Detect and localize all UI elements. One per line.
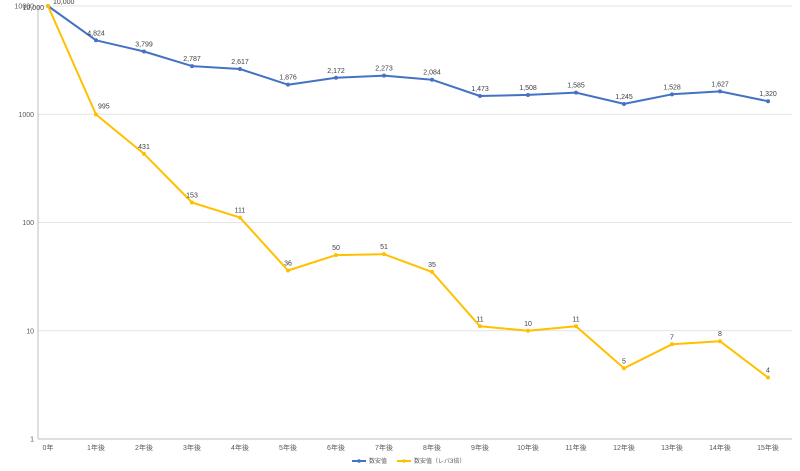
- y-tick-label: 10000: [15, 4, 35, 11]
- data-point: [46, 4, 50, 8]
- x-tick-label: 14年後: [709, 443, 731, 452]
- y-tick-label: 100: [22, 220, 34, 227]
- data-label: 11: [476, 316, 483, 323]
- x-tick-label: 4年後: [231, 443, 249, 452]
- data-point: [622, 101, 626, 106]
- data-point: [718, 89, 722, 94]
- data-point: [382, 73, 386, 78]
- data-point: [286, 82, 290, 87]
- data-label: 4: [766, 367, 770, 374]
- data-label: 1,585: [567, 83, 585, 90]
- data-point: [94, 112, 98, 117]
- data-label: 10,000: [53, 0, 75, 6]
- x-tick-label: 1年後: [87, 443, 105, 452]
- series-lines: [46, 4, 770, 380]
- x-tick-label: 15年後: [757, 443, 779, 452]
- data-point: [142, 49, 146, 54]
- data-point: [190, 200, 194, 205]
- data-label: 1,627: [711, 81, 729, 88]
- data-label: 153: [186, 193, 198, 200]
- data-point: [334, 253, 338, 258]
- data-point: [766, 99, 770, 104]
- data-label: 1,473: [471, 86, 489, 93]
- data-point: [238, 215, 242, 220]
- legend-label-1: 数安值: [369, 457, 387, 465]
- data-point: [238, 67, 242, 72]
- legend-marker: [357, 459, 361, 463]
- data-label: 10: [524, 321, 532, 328]
- data-label: 1,320: [759, 91, 777, 98]
- data-point: [94, 38, 98, 43]
- data-point: [478, 324, 482, 329]
- legend-marker: [402, 459, 406, 463]
- data-label: 5: [622, 358, 626, 365]
- x-tick-label: 10年後: [517, 443, 539, 452]
- data-point: [382, 252, 386, 257]
- data-label: 1,245: [615, 94, 633, 101]
- data-point: [334, 75, 338, 80]
- x-tick-label: 0年: [43, 443, 54, 452]
- data-label: 35: [428, 262, 436, 269]
- x-tick-label: 7年後: [375, 443, 393, 452]
- x-tick-label: 13年後: [661, 443, 683, 452]
- y-tick-label: 1000: [18, 112, 34, 119]
- data-labels: 10,000 4,824 3,799 2,787 2,617 1,876 2,172 2,27…: [23, 0, 777, 374]
- data-label: 8: [718, 331, 722, 338]
- data-label: 111: [235, 208, 246, 215]
- data-point: [766, 375, 770, 380]
- data-point: [574, 324, 578, 329]
- data-label: 431: [138, 144, 150, 151]
- data-label: 1,528: [663, 84, 681, 91]
- data-label: 2,787: [183, 56, 201, 63]
- x-tick-label: 5年後: [279, 443, 297, 452]
- axes: 1 10 100 1000 10000 0年 1年後 2年後 3年後 4年後 5年後 6年後 7年後 8年…: [15, 4, 792, 452]
- data-label: 50: [332, 245, 340, 252]
- data-point: [478, 94, 482, 99]
- data-point: [526, 92, 530, 97]
- data-label: 11: [572, 316, 579, 323]
- legend-label-2: 数安值（レバ3倍）: [414, 457, 465, 465]
- data-label: 2,273: [375, 66, 393, 73]
- gridlines: [38, 5, 792, 440]
- data-point: [574, 90, 578, 95]
- data-label: 7: [670, 334, 674, 341]
- data-label: 51: [380, 244, 388, 251]
- data-point: [430, 77, 434, 82]
- series-line-1: [47, 5, 769, 105]
- y-tick-label: 10: [26, 328, 34, 335]
- data-label: 3,799: [135, 42, 153, 49]
- data-point: [430, 269, 434, 274]
- legend: 数安值 数安值（レバ3倍）: [352, 457, 465, 465]
- data-point: [718, 339, 722, 344]
- x-tick-label: 3年後: [183, 443, 201, 452]
- x-tick-label: 9年後: [471, 443, 489, 452]
- x-tick-label: 12年後: [613, 443, 635, 452]
- data-label: 4,824: [87, 30, 105, 37]
- data-label: 36: [284, 261, 292, 268]
- data-point: [622, 366, 626, 371]
- x-tick-label: 8年後: [423, 443, 441, 452]
- series-line-2: [47, 5, 769, 379]
- data-label: 2,172: [327, 68, 345, 75]
- x-tick-label: 11年後: [565, 443, 586, 452]
- data-label: 995: [98, 103, 110, 110]
- data-point: [526, 328, 530, 333]
- data-point: [142, 151, 146, 156]
- y-tick-label: 1: [30, 437, 34, 444]
- x-tick-label: 6年後: [327, 443, 345, 452]
- data-point: [286, 268, 290, 273]
- data-point: [670, 92, 674, 97]
- data-label: 1,508: [519, 85, 537, 92]
- data-label: 1,876: [279, 75, 297, 82]
- data-label: 10,000: [23, 5, 45, 12]
- x-tick-label: 2年後: [135, 443, 153, 452]
- data-label: 2,084: [423, 70, 441, 77]
- data-point: [670, 342, 674, 347]
- data-label: 2,617: [231, 59, 249, 66]
- data-point: [190, 64, 194, 69]
